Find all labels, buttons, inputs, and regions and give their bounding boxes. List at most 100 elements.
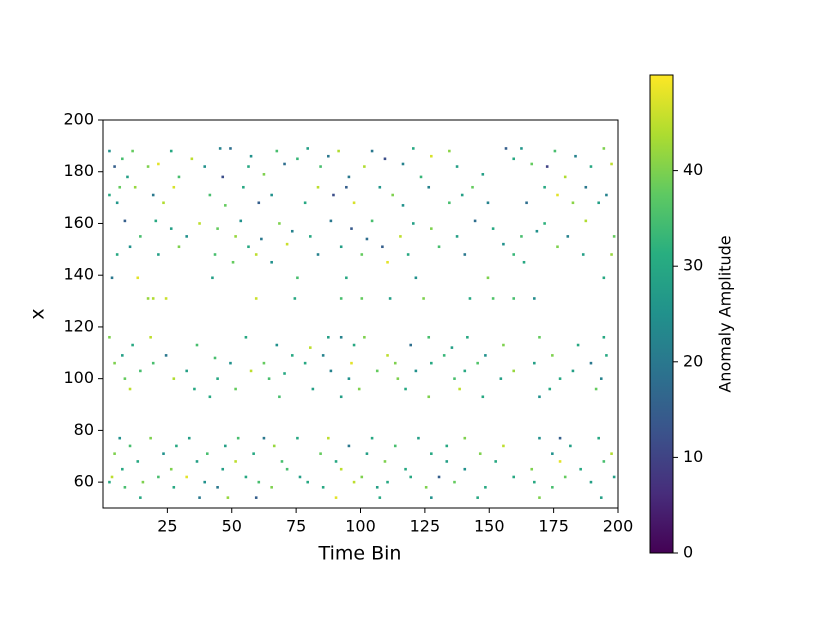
colorbar-tick-label: 20 (683, 351, 703, 370)
cell (522, 260, 526, 264)
cell (558, 460, 562, 463)
cell (198, 496, 201, 499)
cell (118, 185, 122, 189)
cell (512, 369, 515, 373)
cell (231, 260, 235, 264)
x-tick-label: 50 (222, 517, 242, 536)
cell (213, 356, 217, 360)
cell (512, 253, 515, 256)
x-tick-label: 25 (157, 517, 177, 536)
cell (162, 201, 165, 205)
cell (309, 346, 312, 349)
cell (296, 276, 299, 280)
cell (290, 354, 294, 357)
cell (316, 185, 320, 189)
cell (350, 361, 353, 365)
cell (610, 452, 613, 455)
cell (329, 219, 333, 223)
cell (430, 361, 433, 365)
cell (414, 276, 418, 280)
cell (571, 201, 575, 205)
cell (216, 486, 219, 489)
cell (504, 147, 508, 150)
cell (409, 343, 412, 347)
cell (236, 436, 240, 440)
cell (396, 377, 400, 380)
cell (113, 361, 116, 365)
cell (262, 436, 266, 440)
cell (491, 297, 495, 300)
cell (427, 185, 431, 189)
cell (254, 253, 258, 256)
cell (460, 193, 464, 197)
cell (427, 395, 431, 399)
cell (594, 387, 598, 391)
cell (391, 193, 394, 197)
cell (185, 235, 188, 238)
cell (574, 154, 577, 158)
cell (244, 475, 248, 479)
cell (430, 227, 433, 230)
cell (386, 354, 389, 357)
y-tick-label: 100 (63, 368, 94, 387)
cell (393, 444, 397, 448)
cell (558, 436, 562, 440)
x-tick-label: 200 (603, 517, 634, 536)
cell (512, 157, 515, 161)
cell (278, 395, 281, 399)
cell (427, 335, 431, 339)
cell (316, 253, 320, 256)
cell (406, 253, 410, 256)
cell (538, 335, 541, 339)
cell (110, 475, 114, 479)
cell (520, 235, 523, 238)
cell (123, 486, 127, 489)
cell (149, 335, 152, 339)
cell (445, 460, 449, 463)
cell (442, 354, 446, 357)
cell (339, 297, 343, 300)
cell (463, 369, 467, 373)
cell (195, 460, 199, 463)
y-axis-label: x (27, 308, 49, 319)
cell (175, 444, 178, 448)
cell (329, 369, 333, 373)
cell (177, 175, 181, 179)
cell (267, 377, 271, 380)
cell (247, 165, 250, 168)
cell (463, 436, 467, 440)
cell (502, 444, 505, 448)
cell (216, 377, 219, 380)
cell (332, 193, 335, 197)
cell (584, 219, 588, 223)
cell (185, 475, 188, 479)
colorbar-label: Anomaly Amplitude (716, 235, 735, 392)
cell (128, 387, 132, 391)
cell (563, 175, 567, 179)
cell (203, 480, 206, 484)
cell (334, 496, 338, 499)
cell (412, 147, 415, 150)
cell (566, 235, 570, 238)
cell (270, 260, 273, 264)
cell (115, 253, 119, 256)
cell (345, 276, 348, 280)
cell (347, 377, 351, 380)
cell (538, 395, 541, 399)
cell (283, 162, 286, 166)
y-tick-label: 200 (63, 110, 94, 129)
cell (486, 276, 490, 280)
cell (157, 162, 160, 166)
cell (242, 185, 245, 189)
cell (597, 436, 600, 440)
cell (350, 227, 353, 230)
cell (151, 297, 155, 300)
cell (347, 175, 351, 179)
cell (247, 245, 250, 249)
cell (208, 395, 212, 399)
cell (399, 235, 402, 238)
cell (388, 297, 392, 300)
colorbar-tick-label: 40 (683, 160, 703, 179)
cell (430, 452, 433, 455)
cell (128, 444, 132, 448)
